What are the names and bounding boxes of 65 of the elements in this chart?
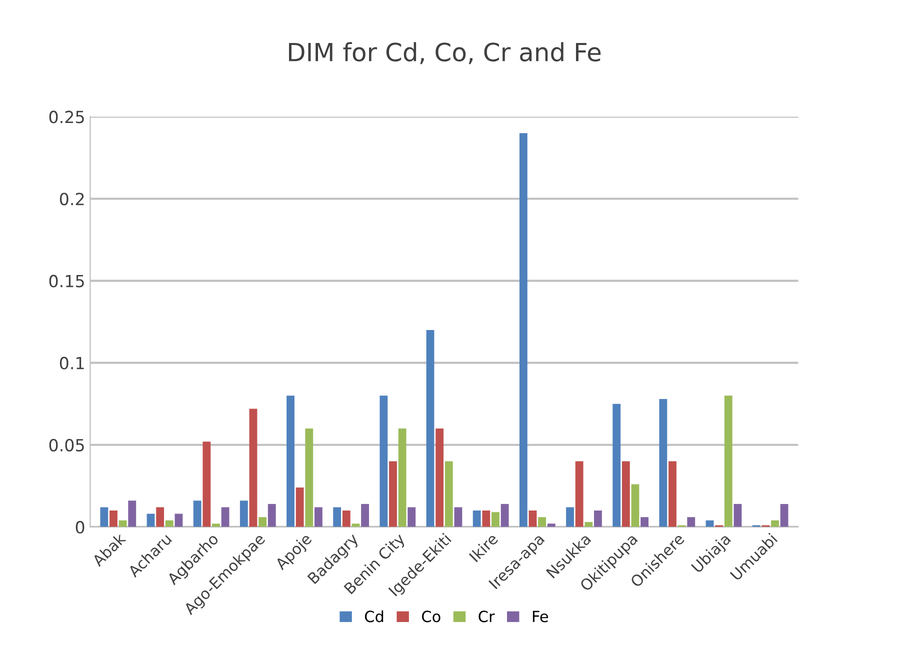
bar xyxy=(547,524,556,527)
bar xyxy=(454,507,462,527)
bar xyxy=(584,522,593,527)
bar xyxy=(472,510,481,527)
bar xyxy=(659,398,668,527)
bar xyxy=(342,510,350,527)
bar xyxy=(780,504,788,527)
bar xyxy=(575,461,584,527)
bar xyxy=(240,500,248,527)
bar xyxy=(146,514,155,527)
bar xyxy=(631,484,640,527)
bar xyxy=(380,396,388,527)
bar xyxy=(734,504,742,527)
bar xyxy=(193,500,202,527)
bar xyxy=(156,507,164,527)
bar xyxy=(528,510,537,527)
bar xyxy=(361,504,370,527)
bar xyxy=(566,507,574,527)
bar xyxy=(128,500,136,527)
bar xyxy=(258,517,267,527)
y-tick-label: 0.2 xyxy=(60,192,84,206)
bar xyxy=(286,396,294,527)
bar xyxy=(538,517,546,527)
bar xyxy=(444,461,453,527)
bar xyxy=(296,488,304,527)
bar xyxy=(268,504,276,527)
bar xyxy=(408,507,416,527)
bar xyxy=(622,461,630,527)
y-tick-label: 0.1 xyxy=(60,356,84,370)
bar xyxy=(174,514,183,527)
bar xyxy=(500,504,509,527)
bar xyxy=(724,396,732,527)
bar xyxy=(333,507,342,527)
bar xyxy=(389,461,397,527)
bar xyxy=(100,507,108,527)
bar xyxy=(492,512,500,527)
bar xyxy=(314,507,322,527)
bar xyxy=(519,133,528,527)
y-tick-label: 0.25 xyxy=(49,110,84,124)
bar xyxy=(640,517,649,527)
legend-label: Co xyxy=(422,610,440,622)
bar xyxy=(612,404,621,527)
bar xyxy=(110,510,118,527)
chart-title: DIM for Cd, Co, Cr and Fe xyxy=(289,42,601,64)
y-tick-label: 0 xyxy=(76,520,84,534)
bar xyxy=(249,408,258,527)
y-tick-label: 0.15 xyxy=(49,274,84,288)
bar xyxy=(687,517,696,527)
bar xyxy=(482,510,490,527)
y-tick-label: 0.05 xyxy=(49,438,84,452)
bar xyxy=(305,428,314,527)
bar xyxy=(221,507,230,527)
legend-label: Cr xyxy=(478,610,495,622)
bar xyxy=(212,524,220,527)
bar xyxy=(436,428,444,527)
legend-label: Cd xyxy=(364,610,384,622)
bar xyxy=(118,520,127,527)
bar xyxy=(398,428,406,527)
bar xyxy=(426,330,434,527)
bar xyxy=(202,442,211,527)
legend-label: Fe xyxy=(532,610,548,622)
bar xyxy=(771,520,779,527)
bar xyxy=(165,520,174,527)
bar xyxy=(594,510,602,527)
bar xyxy=(668,461,676,527)
